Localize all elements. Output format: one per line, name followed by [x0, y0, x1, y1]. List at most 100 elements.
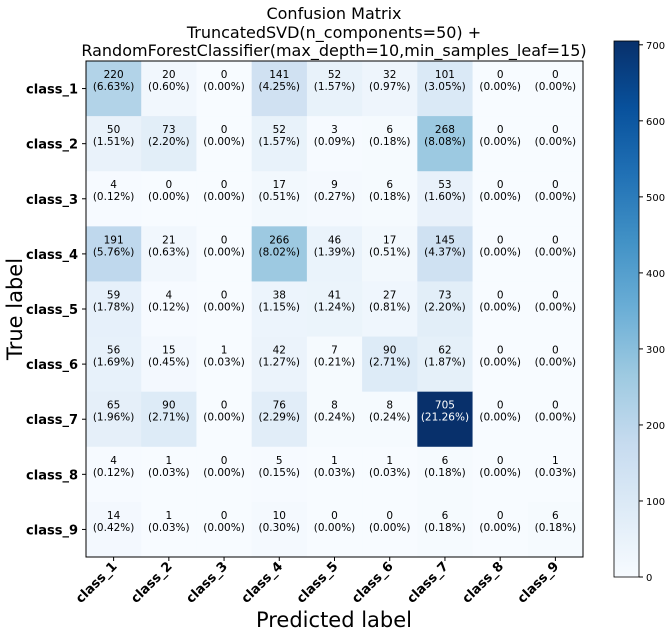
cell-count-label: 141 — [269, 69, 289, 81]
cell-percent-label: (0.00%) — [479, 191, 521, 203]
cell-count-label: 38 — [273, 289, 286, 301]
y-tick-label: class_9 — [26, 523, 78, 538]
cell-count-label: 0 — [221, 124, 228, 136]
cell-percent-label: (3.05%) — [424, 81, 466, 93]
cell-count-label: 14 — [107, 510, 121, 522]
matrix-cell — [306, 116, 363, 172]
matrix-cell — [362, 501, 418, 558]
matrix-cell — [141, 61, 197, 117]
matrix-cell — [306, 171, 363, 227]
cell-percent-label: (0.81%) — [369, 301, 411, 313]
cell-percent-label: (0.00%) — [535, 81, 577, 93]
matrix-cell — [86, 171, 142, 227]
cell-percent-label: (1.15%) — [258, 301, 300, 313]
matrix-cell — [306, 61, 363, 117]
matrix-cell — [472, 226, 529, 282]
y-tick-label: class_8 — [26, 468, 78, 483]
colorbar-tick-label: 400 — [646, 269, 665, 280]
matrix-cell — [472, 61, 529, 117]
cell-percent-label: (0.00%) — [369, 522, 411, 534]
matrix-cells: 220(6.63%)20(0.60%)0(0.00%)141(4.25%)52(… — [86, 61, 584, 558]
matrix-cell — [86, 391, 142, 448]
matrix-cell — [362, 116, 418, 172]
cell-count-label: 1 — [331, 455, 338, 467]
cell-percent-label: (0.00%) — [479, 246, 521, 258]
cell-percent-label: (2.20%) — [148, 136, 190, 148]
cell-percent-label: (8.08%) — [424, 136, 466, 148]
matrix-cell — [141, 501, 197, 558]
cell-percent-label: (0.00%) — [203, 412, 245, 424]
matrix-cell — [251, 446, 308, 503]
matrix-cell — [527, 226, 584, 282]
matrix-cell — [86, 446, 142, 503]
cell-count-label: 17 — [383, 234, 396, 246]
y-tick-label: class_7 — [26, 413, 78, 428]
cell-count-label: 0 — [497, 69, 504, 81]
matrix-cell — [251, 116, 308, 172]
cell-percent-label: (1.39%) — [314, 246, 356, 258]
cell-count-label: 27 — [383, 289, 396, 301]
matrix-cell — [251, 501, 308, 558]
cell-percent-label: (1.24%) — [314, 301, 356, 313]
cell-percent-label: (0.51%) — [258, 191, 300, 203]
cell-count-label: 65 — [107, 400, 120, 412]
cell-count-label: 0 — [497, 345, 504, 357]
cell-count-label: 191 — [104, 234, 124, 246]
cell-percent-label: (2.71%) — [369, 357, 411, 369]
matrix-cell — [362, 281, 418, 338]
cell-percent-label: (0.00%) — [203, 522, 245, 534]
cell-count-label: 46 — [328, 234, 342, 246]
cell-count-label: 32 — [383, 69, 396, 81]
cell-count-label: 62 — [438, 345, 451, 357]
y-tick-label: class_4 — [26, 248, 78, 263]
matrix-cell — [472, 281, 529, 338]
cell-percent-label: (2.71%) — [148, 412, 190, 424]
chart-title-line-1: Confusion Matrix — [266, 4, 401, 23]
matrix-cell — [196, 391, 253, 448]
cell-count-label: 0 — [221, 289, 228, 301]
cell-count-label: 7 — [331, 345, 338, 357]
x-tick-label: class_2 — [128, 559, 175, 606]
cell-count-label: 0 — [221, 510, 228, 522]
cell-percent-label: (1.87%) — [424, 357, 466, 369]
cell-percent-label: (5.76%) — [93, 246, 135, 258]
matrix-cell — [86, 336, 142, 393]
y-axis-label: True label — [3, 258, 27, 361]
x-axis-label: Predicted label — [256, 608, 412, 632]
cell-percent-label: (0.03%) — [203, 357, 245, 369]
cell-percent-label: (0.18%) — [369, 136, 411, 148]
cell-count-label: 145 — [435, 234, 455, 246]
cell-count-label: 5 — [276, 455, 283, 467]
matrix-cell — [196, 446, 253, 503]
cell-count-label: 6 — [442, 510, 449, 522]
cell-count-label: 1 — [552, 455, 559, 467]
cell-count-label: 0 — [497, 234, 504, 246]
cell-percent-label: (0.03%) — [369, 467, 411, 479]
matrix-cell — [196, 226, 253, 282]
cell-percent-label: (0.12%) — [148, 301, 190, 313]
cell-count-label: 50 — [107, 124, 120, 136]
matrix-cell — [417, 281, 474, 338]
cell-percent-label: (0.00%) — [479, 81, 521, 93]
cell-percent-label: (0.00%) — [203, 136, 245, 148]
cell-count-label: 0 — [552, 179, 559, 191]
matrix-cell — [527, 281, 584, 338]
cell-count-label: 0 — [552, 345, 559, 357]
matrix-cell — [362, 226, 418, 282]
cell-count-label: 4 — [165, 289, 172, 301]
cell-count-label: 42 — [273, 345, 286, 357]
matrix-cell — [306, 281, 363, 338]
cell-percent-label: (0.00%) — [479, 301, 521, 313]
cell-percent-label: (0.12%) — [93, 467, 135, 479]
cell-percent-label: (0.45%) — [148, 357, 190, 369]
matrix-cell — [417, 446, 474, 503]
x-tick-label: class_6 — [349, 559, 396, 606]
cell-count-label: 0 — [552, 234, 559, 246]
cell-percent-label: (0.24%) — [314, 412, 356, 424]
cell-count-label: 266 — [269, 234, 289, 246]
x-axis-ticks: class_1 class_2 class_3 class_4 class_5 class… — [73, 557, 562, 607]
matrix-cell — [86, 501, 142, 558]
matrix-cell — [527, 171, 584, 227]
matrix-cell — [417, 116, 474, 172]
matrix-cell — [472, 171, 529, 227]
